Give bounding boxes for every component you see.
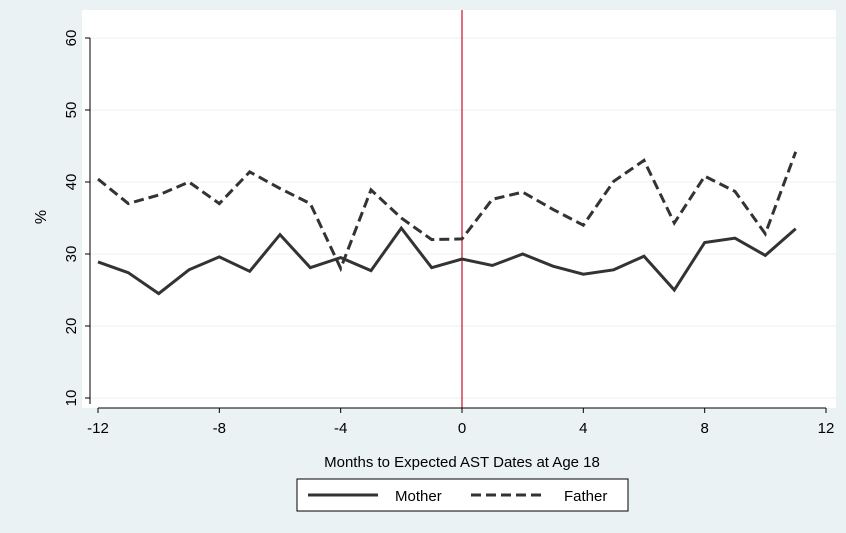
y-tick-label: 10 (63, 390, 80, 407)
legend-label-father: Father (564, 488, 607, 505)
y-axis: 10 20 30 40 50 60 (63, 30, 91, 407)
x-tick-label: 4 (579, 420, 587, 437)
x-tick-label: 0 (458, 420, 466, 437)
y-tick-label: 60 (63, 30, 80, 47)
plot-area (82, 10, 836, 408)
legend: Mother Father (296, 478, 629, 512)
legend-label-mother: Mother (395, 488, 442, 505)
x-axis: -12 -8 -4 0 4 8 12 (87, 407, 835, 437)
x-tick-label: 12 (818, 420, 835, 437)
x-tick-label: -12 (87, 420, 109, 437)
gridlines (90, 37, 836, 399)
x-tick-label: -8 (213, 420, 226, 437)
y-tick-label: 30 (63, 246, 80, 263)
x-axis-label: Months to Expected AST Dates at Age 18 (324, 454, 600, 471)
x-tick-label: -4 (334, 420, 347, 437)
y-tick-label: 50 (63, 102, 80, 119)
series-line-mother (97, 225, 797, 296)
y-tick-label: 20 (63, 318, 80, 335)
y-tick-label: 40 (63, 174, 80, 191)
y-axis-label: % (33, 210, 50, 224)
x-tick-label: 8 (700, 420, 708, 437)
series-group (97, 151, 798, 296)
series-line-father (97, 151, 798, 273)
